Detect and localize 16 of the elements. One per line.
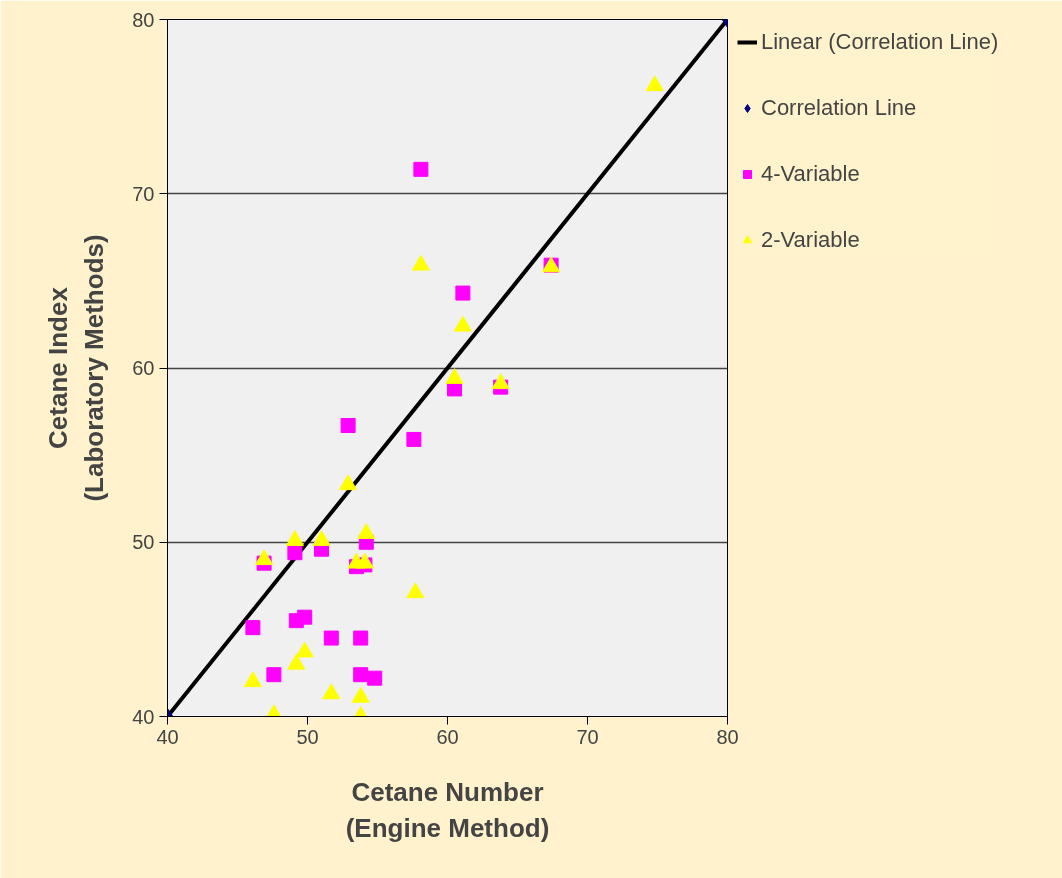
y-tick-label: 40 [132, 705, 155, 728]
x-tick-label: 60 [436, 725, 459, 748]
legend-label: 4-Variable [761, 161, 860, 187]
y-tick-label: 50 [132, 531, 155, 554]
legend-label: 2-Variable [761, 227, 860, 253]
y-tick-label: 80 [132, 8, 155, 31]
x-axis-title: Cetane Number (Engine Method) [345, 776, 550, 843]
x-tick-label: 40 [156, 725, 179, 748]
x-tick-label: 70 [576, 725, 599, 748]
x-tick-label: 50 [296, 725, 319, 748]
y-axis-title: Cetane Index (Laboratory Methods) [43, 234, 110, 502]
y-tick-label: 70 [132, 182, 155, 205]
legend-label: Correlation Line [761, 95, 917, 121]
y-tick-label: 60 [132, 357, 155, 379]
legend-label: Linear (Correlation Line) [761, 29, 999, 55]
x-tick-label: 80 [716, 725, 739, 748]
